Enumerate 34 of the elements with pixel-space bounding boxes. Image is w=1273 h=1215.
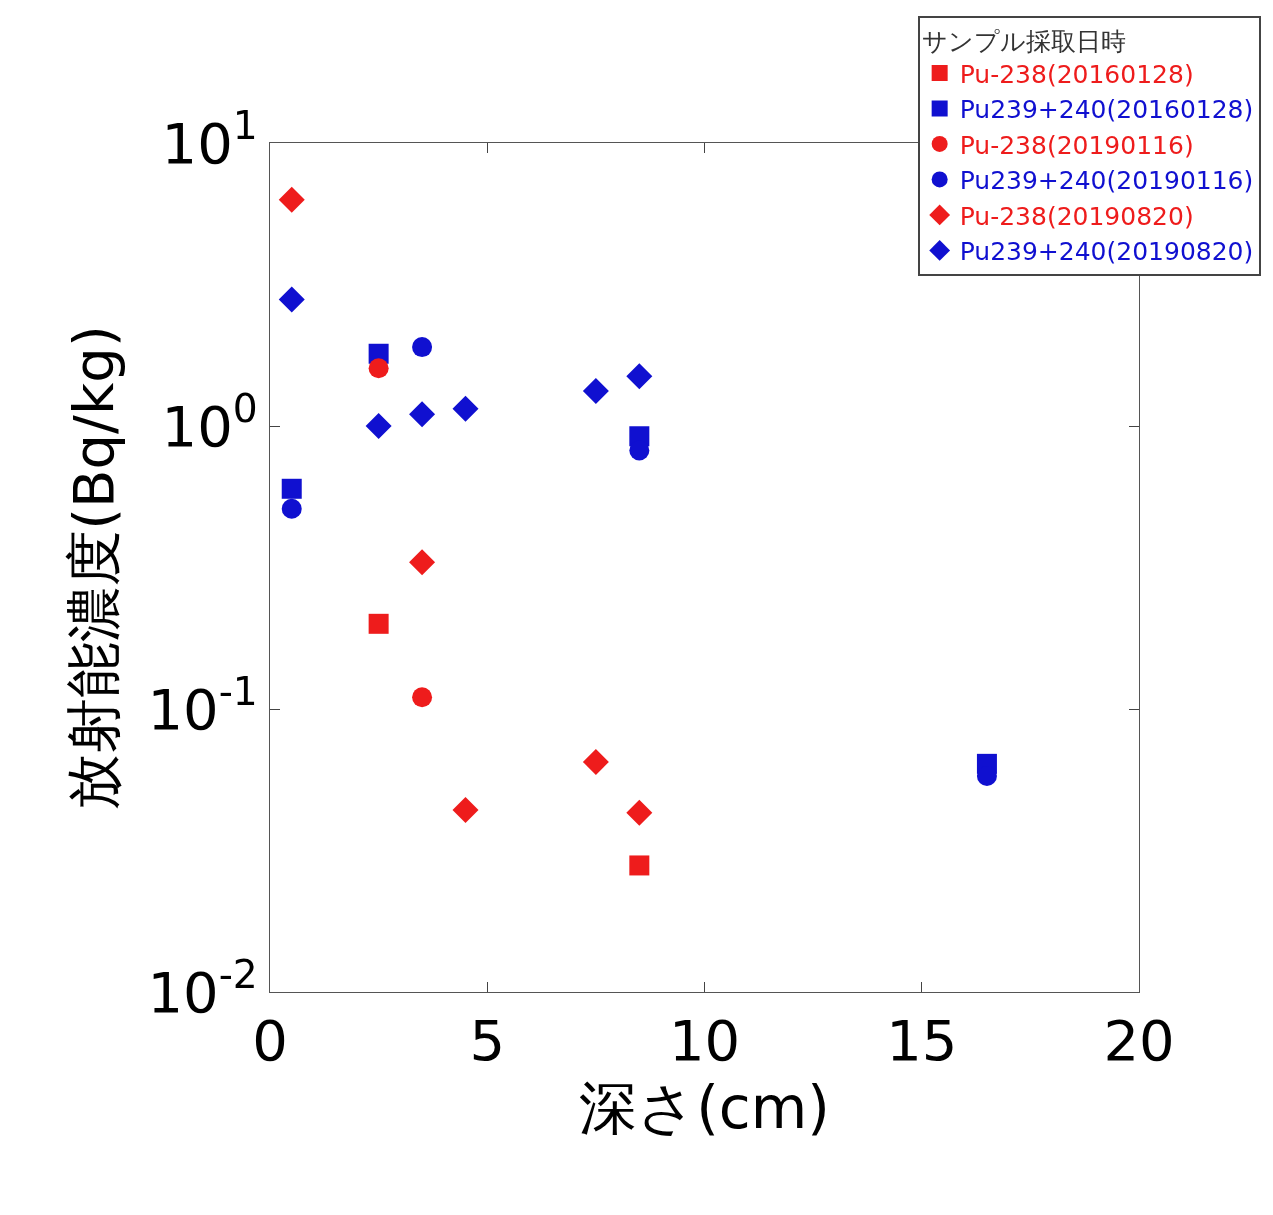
point [365, 413, 392, 439]
x-axis-title: 深さ(cm) [579, 1074, 830, 1143]
point [582, 377, 609, 404]
legend-label: Pu239+240(20190820) [959, 237, 1254, 267]
point [281, 498, 302, 519]
point [409, 401, 436, 428]
y-tick-label: 10$^{-1}$ [147, 669, 258, 742]
x-tick-label: 20 [1103, 1008, 1175, 1074]
legend-label: Pu-238(20160128) [959, 59, 1194, 89]
point [626, 799, 653, 826]
point [412, 687, 433, 708]
point [452, 796, 479, 823]
point [452, 395, 479, 422]
point [582, 748, 609, 775]
y-tick-label: 10$^{1}$ [161, 103, 258, 176]
y-axis-title: 放射能濃度(Bq/kg) [61, 325, 127, 810]
x-tick-label: 10 [668, 1008, 741, 1074]
point [278, 286, 305, 313]
y-tick-label: 10$^{0}$ [161, 386, 258, 459]
legend-label: Pu-238(20190116) [959, 130, 1194, 160]
point [409, 549, 436, 576]
legend-label: Pu239+240(20190116) [959, 166, 1254, 196]
legend-title: サンプル採取日時 [921, 27, 1126, 57]
point [629, 855, 650, 876]
point [368, 358, 389, 379]
x-tick-label: 15 [886, 1008, 958, 1074]
x-tick-label: 5 [469, 1008, 506, 1074]
legend-label: Pu239+240(20160128) [959, 95, 1254, 125]
point [278, 186, 305, 213]
point [626, 363, 653, 390]
point [368, 613, 389, 634]
legend-label: Pu-238(20190820) [959, 201, 1194, 231]
point [412, 337, 433, 358]
point [281, 478, 302, 499]
